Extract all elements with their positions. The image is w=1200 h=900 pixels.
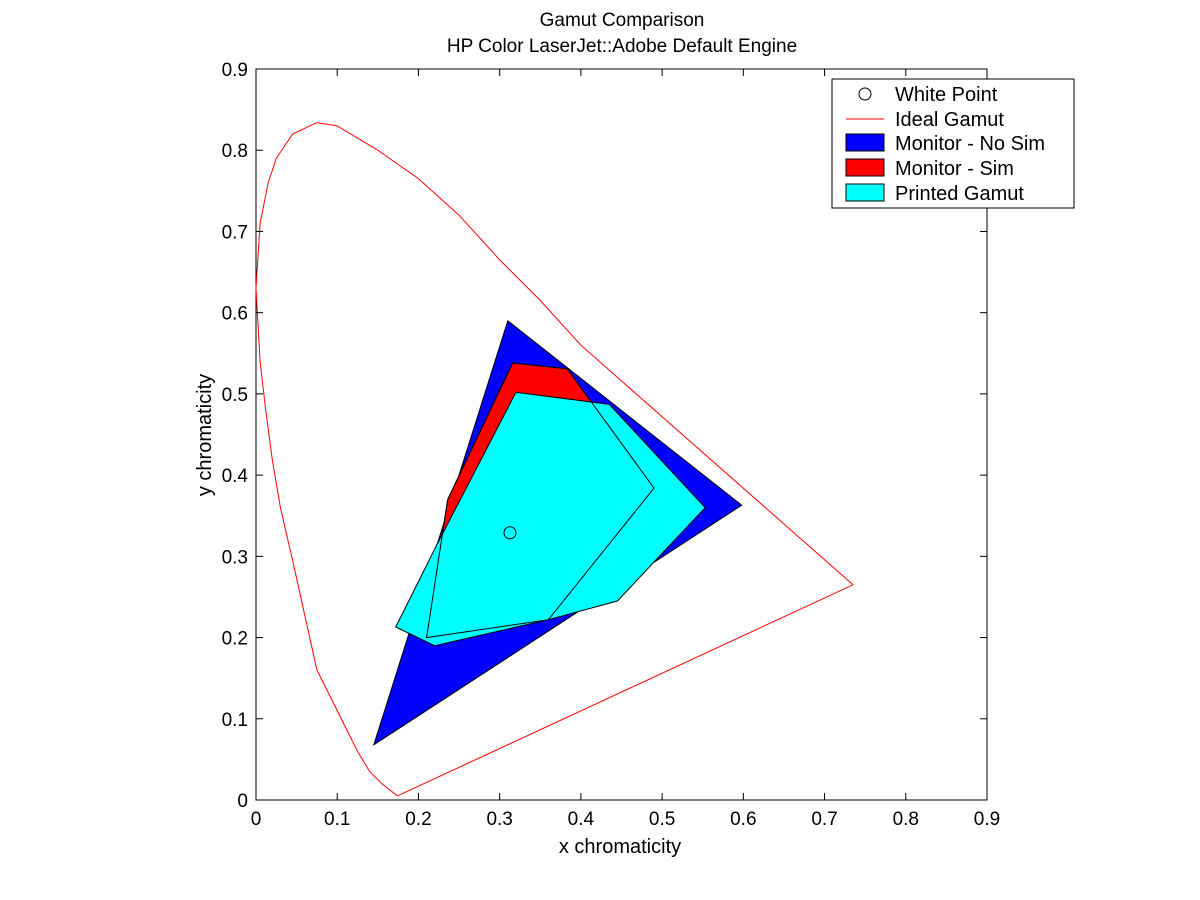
y-tick-label-0: 0 <box>237 791 248 812</box>
y-tick-label-9: 0.9 <box>222 60 248 81</box>
y-tick-label-5: 0.5 <box>222 385 248 406</box>
tick-layer: 0 0.1 0.2 0.3 0.4 0.5 0.6 0.7 0.8 0.9 0 0.1 0.2 0.3 0.… <box>222 60 1001 830</box>
y-tick-label-7: 0.7 <box>222 222 248 243</box>
x-tick-label-9: 0.9 <box>974 809 1000 830</box>
legend-white-point-marker <box>858 87 872 101</box>
legend-label-ideal-gamut: Ideal Gamut <box>895 109 1004 131</box>
chart-title: Gamut Comparison <box>540 10 705 31</box>
y-tick-label-4: 0.4 <box>222 466 249 487</box>
x-tick-label-4: 0.4 <box>568 809 595 830</box>
x-axis-label: x chromaticity <box>559 836 681 858</box>
legend-label-monitor-sim: Monitor - Sim <box>895 158 1014 180</box>
legend-label-printed-gamut: Printed Gamut <box>895 183 1024 205</box>
series-white-point-marker-0 <box>503 526 517 540</box>
x-tick-label-0: 0 <box>251 809 262 830</box>
legend-printed-gamut-swatch <box>845 183 885 202</box>
legend-label-monitor-no-sim: Monitor - No Sim <box>895 133 1045 155</box>
y-tick-label-1: 0.1 <box>222 710 248 731</box>
series-layer <box>255 122 854 797</box>
legend: White Point Ideal Gamut Monitor - No Sim… <box>831 78 1075 209</box>
legend-label-white-point: White Point <box>895 84 998 106</box>
x-tick-label-6: 0.6 <box>730 809 756 830</box>
series-ideal-gamut <box>255 122 854 797</box>
legend-monitor-sim-swatch <box>845 158 885 177</box>
x-tick-label-3: 0.3 <box>486 809 512 830</box>
chart-subtitle: HP Color LaserJet::Adobe Default Engine <box>447 36 797 57</box>
x-tick-label-8: 0.8 <box>893 809 919 830</box>
y-tick-label-3: 0.3 <box>222 547 248 568</box>
x-tick-label-7: 0.7 <box>811 809 837 830</box>
x-tick-label-2: 0.2 <box>405 809 431 830</box>
y-tick-label-6: 0.6 <box>222 304 248 325</box>
x-tick-label-1: 0.1 <box>324 809 350 830</box>
x-tick-label-5: 0.5 <box>649 809 675 830</box>
y-tick-label-2: 0.2 <box>222 629 248 650</box>
y-axis-label: y chromaticity <box>194 374 216 496</box>
legend-monitor-no-sim-swatch <box>845 133 885 152</box>
series-monitor-sim-outline <box>426 362 655 639</box>
y-tick-label-8: 0.8 <box>222 141 248 162</box>
